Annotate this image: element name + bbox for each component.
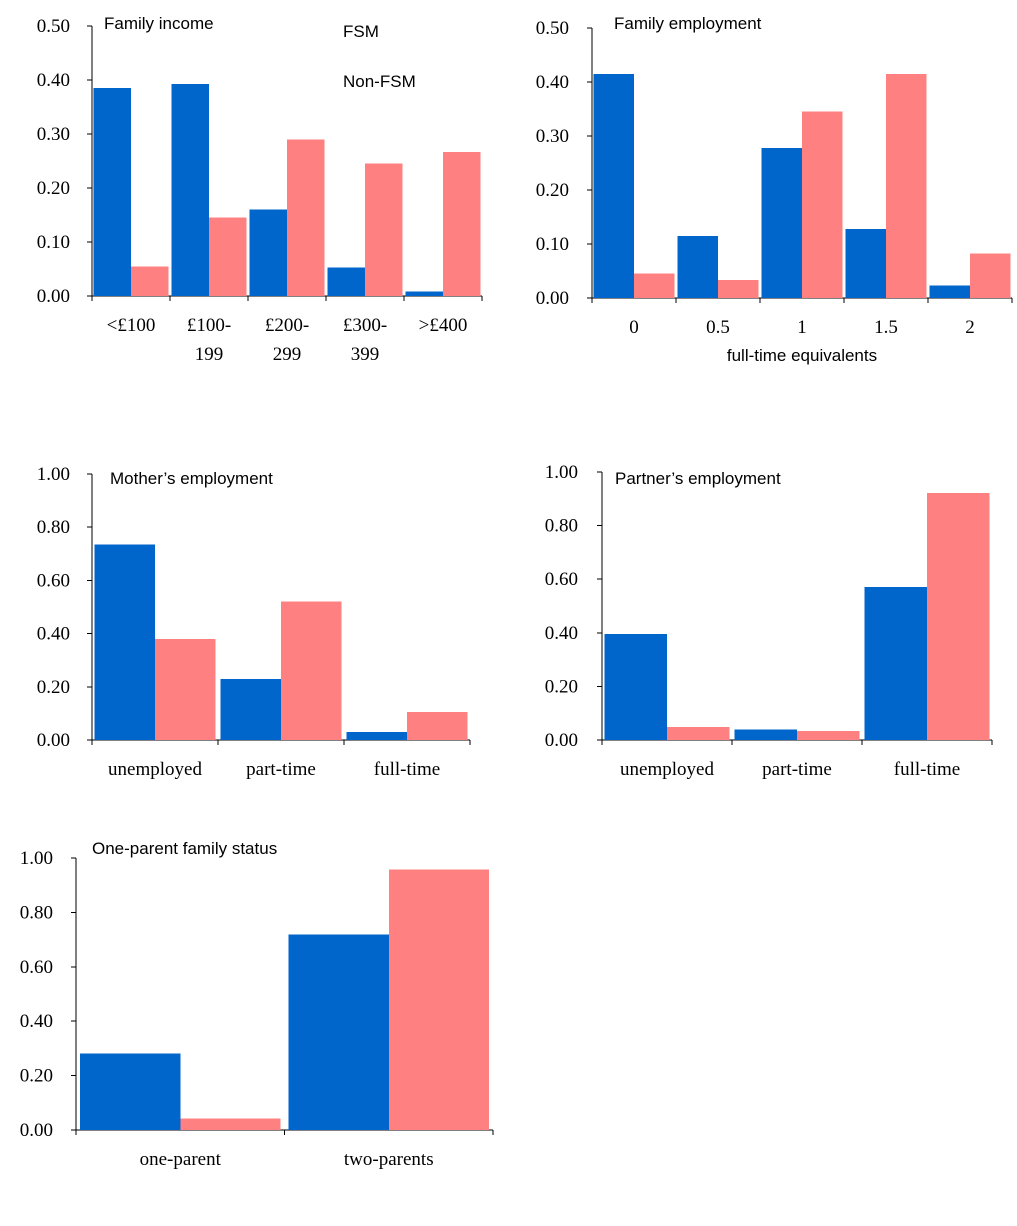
y-tick-label: 0.60 <box>545 569 578 590</box>
legend-non-fsm-label: Non-FSM <box>343 72 416 91</box>
chart-panel-3: Mother’s employment 0.00 0.20 0.40 0.60 0.80 1… <box>37 464 471 780</box>
x-category-label: two-parents <box>344 1149 434 1170</box>
chart-title: Family income <box>104 14 214 33</box>
chart-title: Family employment <box>614 14 762 33</box>
y-tick-label: 0.20 <box>536 180 569 201</box>
bar-non-fsm-1 <box>667 727 730 740</box>
x-category-label: unemployed <box>108 759 202 780</box>
y-tick-label: 0.20 <box>37 178 70 199</box>
x-category-label: 1 <box>797 317 807 338</box>
bar-non-fsm-2 <box>718 280 759 298</box>
x-category-label: unemployed <box>620 759 714 780</box>
y-tick-label: 0.10 <box>536 234 569 255</box>
y-tick-label: 0.50 <box>536 18 569 39</box>
y-tick-label: 0.00 <box>536 288 569 309</box>
y-tick-label: 0.30 <box>37 124 70 145</box>
chart-panel-4: Partner’s employment 0.00 0.20 0.40 0.60 0.80… <box>545 462 993 780</box>
bar-fsm-1 <box>94 544 155 740</box>
bar-fsm-1 <box>593 73 634 299</box>
bar-fsm-1 <box>604 634 667 740</box>
x-category-label: <£100 <box>107 315 156 336</box>
bar-fsm-2 <box>220 678 281 740</box>
y-tick-label: 0.40 <box>545 623 578 644</box>
bar-non-fsm-1 <box>634 273 675 298</box>
chart-panel-1: Family income 0.00 0.10 0.20 0.30 0.40 0.50 <£1… <box>37 14 483 365</box>
bar-fsm-4 <box>327 267 365 296</box>
bar-fsm-1 <box>93 88 131 296</box>
chart-title: One-parent family status <box>92 839 277 858</box>
x-category-label: one-parent <box>140 1149 222 1170</box>
bar-non-fsm-1 <box>131 266 169 296</box>
y-tick-label: 0.50 <box>37 16 70 37</box>
x-category-label: £100-199 <box>187 315 231 365</box>
y-tick-label: 0.80 <box>545 516 578 537</box>
bar-non-fsm-1 <box>180 1118 281 1130</box>
chart-title: Partner’s employment <box>615 469 781 488</box>
y-tick-label: 0.40 <box>20 1011 53 1032</box>
x-category-label: part-time <box>762 759 832 780</box>
bar-fsm-3 <box>346 732 407 740</box>
y-tick-label: 1.00 <box>37 464 70 485</box>
bar-non-fsm-2 <box>209 217 247 296</box>
bar-non-fsm-5 <box>443 151 481 296</box>
y-tick-label: 0.40 <box>37 624 70 645</box>
x-category-label: part-time <box>246 759 316 780</box>
x-category-label: 0 <box>629 317 639 338</box>
y-tick-label: 0.20 <box>545 676 578 697</box>
bar-fsm-2 <box>677 235 718 298</box>
y-tick-label: 0.30 <box>536 126 569 147</box>
x-category-label: full-time <box>374 759 440 780</box>
bar-fsm-4 <box>845 228 886 298</box>
bar-fsm-3 <box>249 209 287 296</box>
bar-non-fsm-4 <box>886 73 927 299</box>
chart-panel-2: Family employment 0.00 0.10 0.20 0.30 0.40 0.5… <box>536 14 1013 365</box>
y-tick-label: 0.00 <box>37 730 70 751</box>
x-category-label: 1.5 <box>874 317 898 338</box>
bar-non-fsm-3 <box>407 712 468 740</box>
y-tick-label: 0.40 <box>37 70 70 91</box>
x-category-label: >£400 <box>419 315 468 336</box>
y-tick-label: 0.80 <box>20 902 53 923</box>
bar-fsm-3 <box>864 587 927 740</box>
y-tick-label: 0.60 <box>20 957 53 978</box>
y-tick-label: 0.60 <box>37 570 70 591</box>
bar-fsm-2 <box>171 83 209 296</box>
bar-fsm-2 <box>734 729 797 740</box>
bar-fsm-5 <box>929 285 970 298</box>
x-category-label: £300-399 <box>343 315 387 365</box>
y-tick-label: 0.00 <box>37 286 70 307</box>
bar-non-fsm-3 <box>927 492 990 740</box>
y-tick-label: 1.00 <box>20 848 53 869</box>
bar-fsm-3 <box>761 147 802 298</box>
x-category-label: 2 <box>965 317 975 338</box>
bar-non-fsm-3 <box>287 139 325 296</box>
y-tick-label: 0.40 <box>536 72 569 93</box>
x-category-label: 0.5 <box>706 317 730 338</box>
bar-non-fsm-3 <box>802 111 843 298</box>
x-axis-title: full-time equivalents <box>727 346 877 365</box>
y-tick-label: 0.20 <box>20 1066 53 1087</box>
chart-title: Mother’s employment <box>110 469 273 488</box>
y-tick-label: 0.00 <box>20 1120 53 1141</box>
bar-non-fsm-5 <box>970 253 1011 298</box>
bar-non-fsm-2 <box>281 601 342 740</box>
bar-non-fsm-2 <box>797 731 860 740</box>
y-tick-label: 0.80 <box>37 517 70 538</box>
y-tick-label: 0.20 <box>37 677 70 698</box>
y-tick-label: 1.00 <box>545 462 578 483</box>
bar-non-fsm-2 <box>388 869 489 1130</box>
x-category-label: £200-299 <box>265 315 309 365</box>
y-tick-label: 0.10 <box>37 232 70 253</box>
y-tick-label: 0.00 <box>545 730 578 751</box>
bar-non-fsm-1 <box>155 638 216 740</box>
x-category-label: full-time <box>894 759 960 780</box>
bar-fsm-1 <box>80 1053 181 1130</box>
chart-panel-5: One-parent family status 0.00 0.20 0.40 0.60… <box>20 839 494 1170</box>
legend-fsm-label: FSM <box>343 22 379 41</box>
bar-non-fsm-4 <box>365 163 403 296</box>
bar-fsm-5 <box>405 291 443 296</box>
bar-fsm-2 <box>288 934 389 1130</box>
